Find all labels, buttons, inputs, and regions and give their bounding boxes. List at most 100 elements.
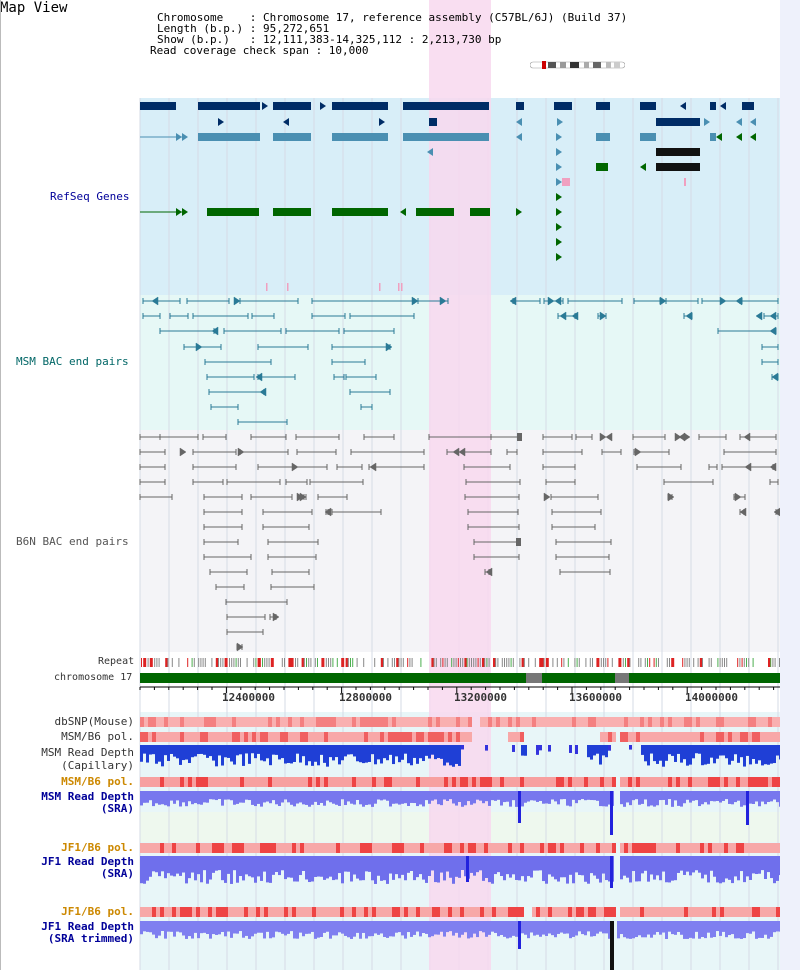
msm-sra-depth [383,791,386,800]
jf1-trimmed-depth [677,921,680,932]
gene-exon-block [287,283,289,291]
dbsnp-heat [704,717,708,727]
bac-end-arrow [605,432,613,442]
msm-capillary-depth [341,745,344,761]
dbsnp-heat [196,717,200,727]
jf1-pol-heat [452,843,456,853]
msm-sra-depth [332,791,335,804]
refseq-genes-label[interactable]: RefSeq Genes [50,190,130,203]
jf1-pol-heat [636,843,640,853]
chromosome-ideogram[interactable] [529,54,626,69]
msm-pol-heat [636,732,640,742]
dbsnp-heat [544,717,548,727]
jf1-pol-trimmed-heat [676,907,680,917]
msm-sra-depth [467,791,470,802]
jf1-pol-trimmed-heat [492,907,496,917]
msm-pol-heat [268,732,272,742]
jf1-pol-trimmed-heat [652,907,656,917]
msm-capillary-depth [212,745,215,761]
msm-pol-heat [332,732,336,742]
bac-end-arrow [659,296,667,306]
msm-sra-depth [641,791,644,804]
scroll-side-bar[interactable] [780,0,800,970]
dbsnp-heat [316,717,320,727]
jf1-pol-heat [740,843,744,853]
msm-capillary-depth [653,745,656,762]
dbsnp-heat [752,717,756,727]
bac-end-arrow [509,296,517,306]
jf1-pol-trimmed-heat [436,907,440,917]
strand-arrow [400,208,406,216]
jf1-sra-depth [227,856,230,874]
jf1-sra-depth [770,856,773,879]
jf1-pol-heat [508,843,512,853]
dbsnp-heat [588,717,592,727]
msm-capillary-depth [242,745,245,766]
repeat-element [486,658,488,667]
jf1-sra-depth [746,856,749,877]
dbsnp-heat [764,717,768,727]
bac-end-block [516,538,521,546]
jf1-pol-trimmed-heat [368,907,372,917]
msm-sra-depth [575,791,578,804]
jf1-pol-trimmed-heat [588,907,592,917]
msm-capillary-depth [299,745,302,763]
msm-sra-depth [371,791,374,807]
repeat-element [352,658,354,667]
jf1-pol-trimmed-heat [608,907,612,917]
gene-exon-block [596,133,610,141]
repeat-element [435,658,437,667]
msm-sra-depth [314,791,317,802]
jf1-pol-trimmed-heat [684,907,688,917]
length-info: Length (b.p.) : 95,272,651 [157,22,330,35]
jf1-pol-heat [340,843,344,853]
jf1-pol-trimmed-heat [576,907,580,917]
msm-capillary-depth [605,745,608,758]
jf1-trimmed-depth [335,921,338,936]
jf1-pol-trimmed-heat [264,907,268,917]
jf1-sra-depth [230,856,233,884]
bac-end-arrow [559,311,567,321]
msm-sra-depth [560,791,563,800]
msm-capillary-depth [674,745,677,762]
msm-pol-heat [648,732,652,742]
jf1-pol-heat [308,843,312,853]
bac-end-arrow [195,342,203,352]
msm-pol-sra-heat [288,777,292,787]
jf1-pol-heat [228,843,232,853]
msm-pol-sra-heat [684,777,688,787]
jf1-sra-depth [602,856,605,874]
msm-pol-heat [208,732,212,742]
msm-sra-depth [221,791,224,806]
dbsnp-heat [712,717,716,727]
msm-pol-sra-heat [500,777,504,787]
msm-pol-sra-heat [580,777,584,787]
dbsnp-heat [276,717,280,727]
msm-pol-heat [328,732,332,742]
jf1-sra-depth [650,856,653,875]
msm-sra-depth [539,791,542,801]
msm-pol-heat [288,732,292,742]
dbsnp-heat [632,717,636,727]
msm-bac-label[interactable]: MSM BAC end pairs [16,355,129,368]
msm-pol-sra-heat [444,777,448,787]
msm-capillary-depth [185,745,188,760]
jf1-pol-trimmed-heat [184,907,188,917]
msm-sra-depth [764,791,767,805]
msm-pol-heat [340,732,344,742]
jf1-pol-trimmed-heat [292,907,296,917]
jf1-sra-depth [335,856,338,880]
msm-sra-depth [266,791,269,802]
jf1-pol-trimmed-heat [548,907,552,917]
msm-capillary-depth [338,745,341,765]
jf1-pol-trimmed-heat [592,907,596,917]
jf1-trimmed-depth [671,921,674,935]
msm-sra-depth [353,791,356,805]
jf1-pol-trimmed-heat [452,907,456,917]
b6n-bac-label[interactable]: B6N BAC end pairs [16,535,129,548]
jf1-trimmed-depth [659,921,662,935]
dbsnp-heat [608,717,612,727]
dbsnp-heat [280,717,284,727]
msm-pol-heat [252,732,256,742]
jf1-pol-heat [256,843,260,853]
